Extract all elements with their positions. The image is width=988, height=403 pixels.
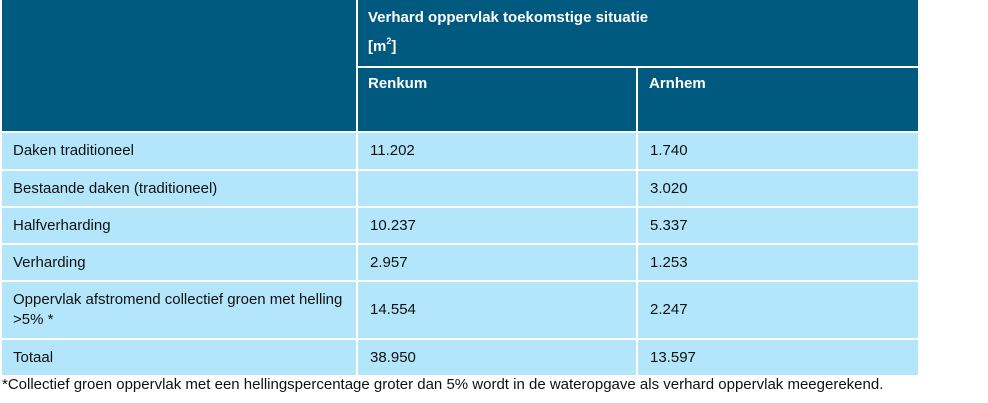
renkum-value: 38.950 <box>358 340 638 375</box>
renkum-value <box>358 171 638 206</box>
row-label: Totaal <box>2 340 358 375</box>
arnhem-value: 13.597 <box>650 348 696 366</box>
header-divider-vertical-sub <box>636 67 638 131</box>
table-row: Verharding 2.957 1.253 <box>2 243 918 280</box>
header-divider-vertical <box>356 0 358 131</box>
table-row: Halfverharding 10.237 5.337 <box>2 206 918 243</box>
arnhem-value: 1.740 <box>650 142 688 159</box>
footnote: *Collectief groen oppervlak met een hell… <box>2 376 884 393</box>
row-label: Daken traditioneel <box>2 133 358 169</box>
table-row: Daken traditioneel 11.202 1.740 <box>2 131 918 169</box>
table-row-total: Totaal 38.950 13.597 <box>2 338 918 375</box>
arnhem-value: 5.337 <box>650 216 688 234</box>
renkum-value: 11.202 <box>358 133 638 169</box>
table-row: Oppervlak afstromend collectief groen me… <box>2 280 918 338</box>
arnhem-value: 1.253 <box>650 253 688 271</box>
row-label: Verharding <box>2 245 358 280</box>
arnhem-value: 3.020 <box>650 179 688 197</box>
header-divider-horizontal <box>358 66 918 68</box>
renkum-value: 14.554 <box>358 282 638 338</box>
table-row: Bestaande daken (traditioneel) 3.020 <box>2 169 918 206</box>
renkum-value: 10.237 <box>358 208 638 243</box>
surface-area-table: Verhard oppervlak toekomstige situatie [… <box>2 0 918 375</box>
group-title: Verhard oppervlak toekomstige situatie <box>368 9 649 26</box>
table-header: Verhard oppervlak toekomstige situatie [… <box>2 0 918 131</box>
column-header-arnhem: Arnhem <box>649 75 706 92</box>
row-label: Bestaande daken (traditioneel) <box>2 171 358 206</box>
unit-label: [m2] <box>368 36 397 55</box>
row-label: Halfverharding <box>2 208 358 243</box>
row-label: Oppervlak afstromend collectief groen me… <box>2 282 358 338</box>
arnhem-value: 2.247 <box>650 301 688 318</box>
column-header-renkum: Renkum <box>368 75 428 92</box>
renkum-value: 2.957 <box>358 245 638 280</box>
